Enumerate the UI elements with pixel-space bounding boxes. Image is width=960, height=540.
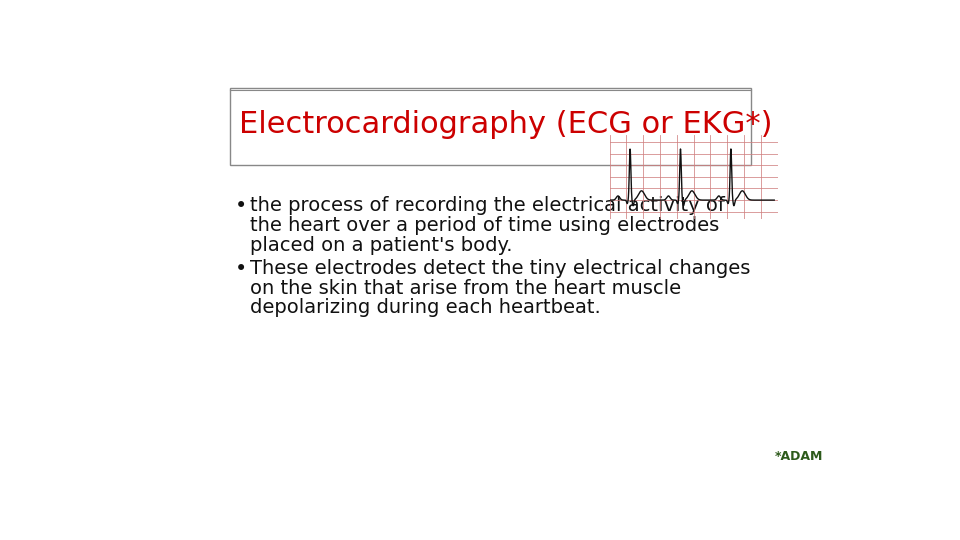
- Text: These electrodes detect the tiny electrical changes: These electrodes detect the tiny electri…: [251, 259, 751, 278]
- Text: •: •: [235, 259, 248, 279]
- Text: on the skin that arise from the heart muscle: on the skin that arise from the heart mu…: [251, 279, 682, 298]
- Text: depolarizing during each heartbeat.: depolarizing during each heartbeat.: [251, 299, 601, 318]
- Text: placed on a patient's body.: placed on a patient's body.: [251, 235, 513, 255]
- Text: •: •: [235, 196, 248, 216]
- Text: the process of recording the electrical activity of: the process of recording the electrical …: [251, 196, 725, 215]
- Text: the heart over a period of time using electrodes: the heart over a period of time using el…: [251, 216, 719, 235]
- Text: *ADAM: *ADAM: [775, 450, 823, 463]
- Text: Electrocardiography (ECG or EKG*): Electrocardiography (ECG or EKG*): [239, 110, 773, 139]
- FancyBboxPatch shape: [230, 87, 751, 165]
